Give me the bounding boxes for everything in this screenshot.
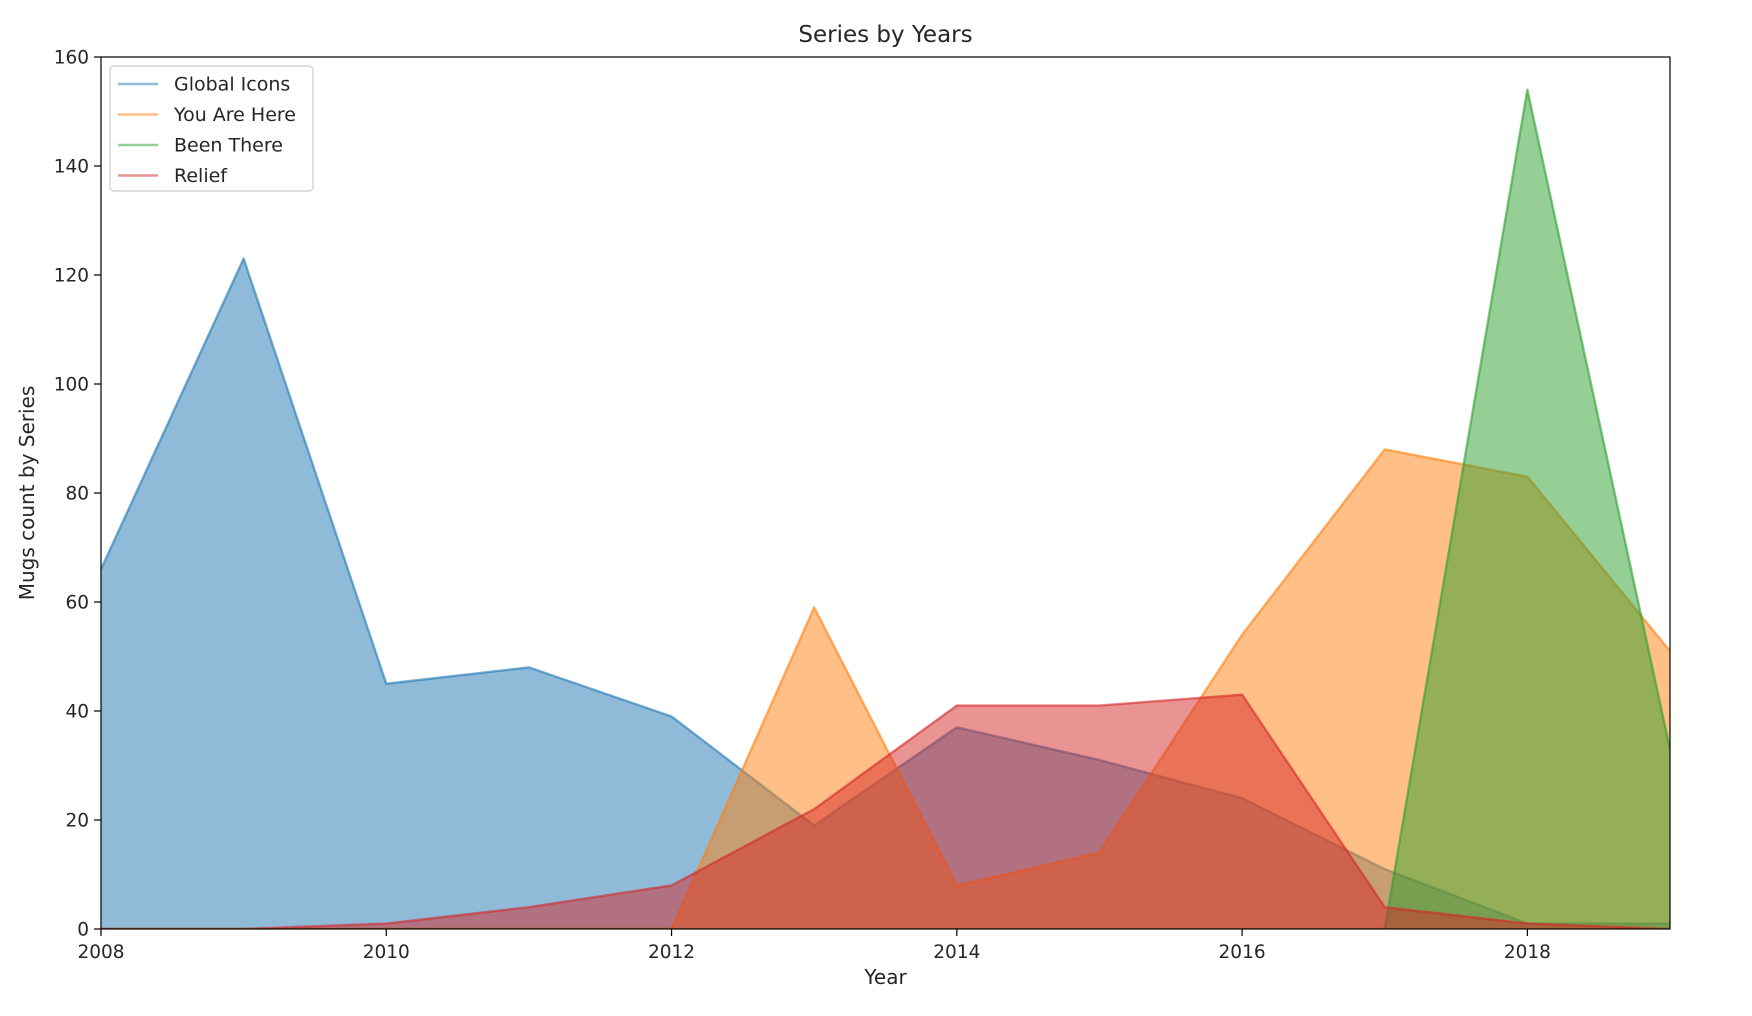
x-tick-label: 2016	[1219, 942, 1266, 963]
y-tick-label: 80	[65, 484, 89, 505]
legend-label: Relief	[174, 165, 228, 187]
chart-title: Series by Years	[798, 22, 972, 48]
legend-box	[109, 65, 314, 192]
y-tick-label: 40	[65, 702, 89, 723]
series-areas	[101, 88, 1670, 929]
line-relief	[101, 693, 1670, 929]
x-tick-label: 2012	[648, 942, 695, 963]
x-tick-label: 2008	[77, 942, 124, 963]
y-tick-label: 140	[54, 157, 89, 178]
y-axis: 0 20 40 60 80 100 120 140 160	[54, 48, 101, 941]
area-relief	[101, 694, 1670, 929]
y-tick-label: 20	[65, 811, 89, 832]
x-tick-label: 2010	[363, 942, 410, 963]
y-tick-label: 120	[54, 266, 89, 287]
x-axis-label: Year	[863, 965, 907, 989]
x-tick-label: 2018	[1504, 942, 1551, 963]
y-tick-label: 60	[65, 593, 89, 614]
y-axis-label: Mugs count by Series	[15, 386, 39, 601]
legend-label: Been There	[174, 135, 283, 157]
y-tick-label: 0	[77, 920, 89, 941]
line-been-there	[101, 88, 1670, 929]
y-tick-label: 160	[54, 48, 89, 69]
line-you-are-here	[101, 448, 1670, 929]
x-axis: 2008 2010 2012 2014 2016 2018	[77, 929, 1551, 963]
x-tick-label: 2014	[933, 942, 980, 963]
area-global-icons	[101, 258, 1670, 929]
legend: Global Icons You Are Here Been There Relief	[109, 65, 314, 192]
legend-label: Global Icons	[174, 74, 290, 96]
legend-label: You Are Here	[173, 104, 296, 126]
y-tick-label: 100	[54, 375, 89, 396]
